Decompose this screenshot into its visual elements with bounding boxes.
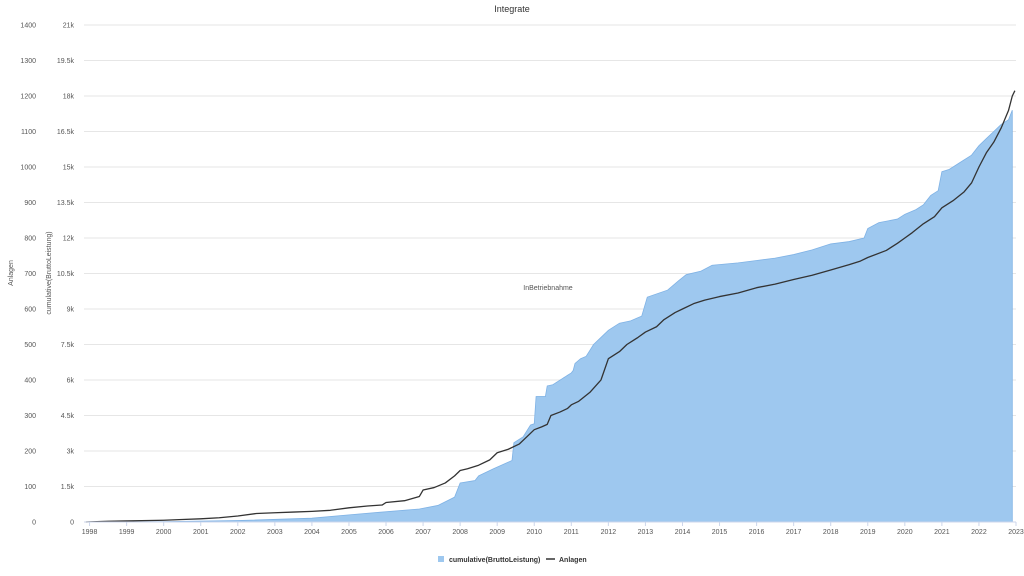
right-tick-label: 19.5k (57, 58, 75, 65)
x-tick-label: 2019 (860, 529, 876, 536)
left-axis-ticks: 0 100 200 300 400 500 600 700 800 900 1000 1100 1200… (20, 23, 36, 527)
right-tick-label: 15k (63, 165, 75, 172)
right-tick-label: 9k (67, 307, 75, 314)
right-axis-ticks: 0 1.5k 3k 4.5k 6k 7.5k 9k 10.5k 12k 13.5k 15k 16.5k… (57, 23, 75, 527)
x-tick-label: 2020 (897, 529, 913, 536)
x-tick-label: 2003 (267, 529, 283, 536)
x-tick-label: 2007 (415, 529, 431, 536)
line-series-layer (85, 90, 1016, 523)
gridlines (84, 24, 1016, 523)
left-tick-label: 1100 (21, 129, 36, 136)
chart-title: Integrate (494, 4, 530, 14)
right-tick-label: 10.5k (57, 271, 75, 278)
left-tick-label: 100 (24, 484, 36, 491)
right-tick-label: 16.5k (57, 129, 75, 136)
left-tick-label: 1000 (20, 165, 36, 172)
x-tick-label: 2004 (304, 529, 320, 536)
x-tick-label: 2012 (601, 529, 617, 536)
right-tick-label: 6k (67, 378, 75, 385)
x-tick-label: 2001 (193, 529, 209, 536)
x-tick-label: 1999 (119, 529, 135, 536)
x-tick-label: 2002 (230, 529, 246, 536)
left-tick-label: 0 (32, 520, 36, 527)
right-tick-label: 21k (63, 23, 75, 30)
right-tick-label: 12k (63, 236, 75, 243)
x-tick-label: 2008 (452, 529, 468, 536)
right-tick-label: 0 (70, 520, 74, 527)
left-tick-label: 200 (24, 449, 36, 456)
x-tick-label: 2014 (675, 529, 691, 536)
area-series-layer (85, 110, 1013, 523)
x-tick-label: 2023 (1008, 529, 1024, 536)
left-tick-label: 1200 (20, 94, 36, 101)
x-tick-label: 2005 (341, 529, 357, 536)
right-tick-label: 4.5k (61, 413, 75, 420)
line-series-anlagen[interactable] (85, 90, 1016, 523)
left-tick-label: 400 (24, 378, 36, 385)
x-tick-label: 2015 (712, 529, 728, 536)
x-tick-label: 2021 (934, 529, 950, 536)
left-axis-title: Anlagen (8, 260, 15, 286)
legend: cumulative(BruttoLeistung) Anlagen (438, 556, 587, 564)
x-tick-label: 2010 (526, 529, 542, 536)
x-tick-label: 2016 (749, 529, 765, 536)
right-tick-label: 13.5k (57, 200, 75, 207)
x-tick-label: 2011 (564, 529, 579, 536)
left-tick-label: 600 (24, 307, 36, 314)
left-tick-label: 800 (24, 236, 36, 243)
x-tick-label: 2000 (156, 529, 172, 536)
legend-label-line[interactable]: Anlagen (559, 557, 587, 564)
x-tick-label: 2022 (971, 529, 987, 536)
x-tick-label: 1998 (82, 529, 98, 536)
right-tick-label: 18k (63, 94, 75, 101)
left-tick-label: 700 (24, 271, 36, 278)
left-tick-label: 500 (24, 342, 36, 349)
left-tick-label: 1400 (20, 23, 36, 30)
right-tick-label: 7.5k (61, 342, 75, 349)
area-series-cumulative-bruttoleistung[interactable] (85, 110, 1013, 523)
legend-swatch-area[interactable] (438, 556, 444, 562)
right-tick-label: 3k (67, 449, 75, 456)
legend-label-area[interactable]: cumulative(BruttoLeistung) (449, 557, 540, 564)
x-axis-title: InBetriebnahme (523, 285, 573, 292)
x-tick-label: 2013 (638, 529, 654, 536)
right-axis-title: cumulative(BruttoLeistung) (46, 231, 53, 314)
right-tick-label: 1.5k (61, 484, 75, 491)
x-tick-label: 2017 (786, 529, 802, 536)
left-tick-label: 1300 (20, 58, 36, 65)
left-tick-label: 300 (24, 413, 36, 420)
left-tick-label: 900 (24, 200, 36, 207)
x-tick-label: 2006 (378, 529, 394, 536)
x-axis-ticks: 1998 1999 2000 2001 2002 2003 2004 2005 2006 2007… (82, 522, 1024, 536)
x-tick-label: 2009 (489, 529, 505, 536)
x-tick-label: 2018 (823, 529, 839, 536)
